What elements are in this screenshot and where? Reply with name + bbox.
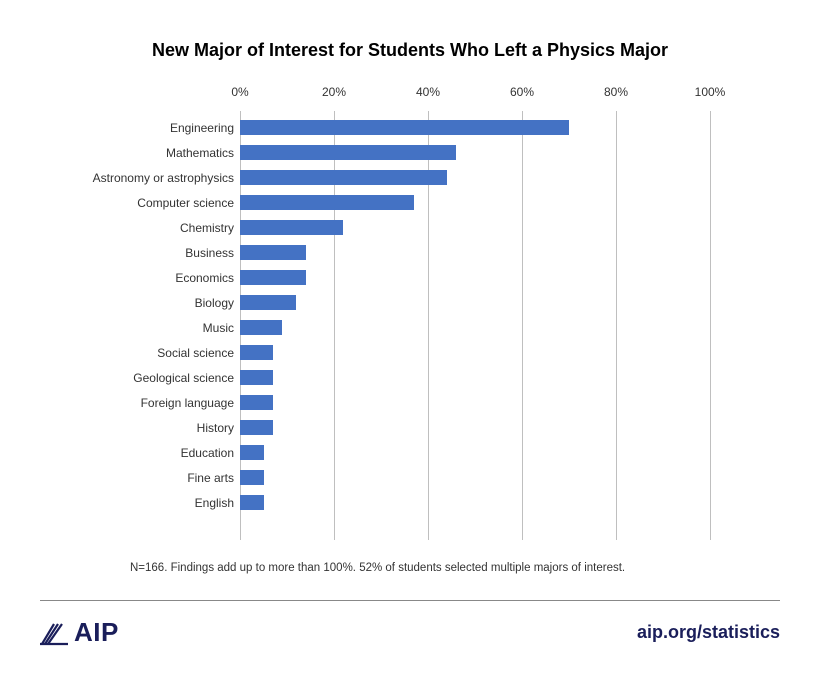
bar-track <box>240 290 710 315</box>
bars-region: Engineering Mathematics Astronomy or astro… <box>50 111 710 540</box>
bar-track <box>240 465 710 490</box>
bar-track <box>240 215 710 240</box>
bar-label: Mathematics <box>50 146 240 160</box>
bar-label: Chemistry <box>50 221 240 235</box>
bar-row: Music <box>50 315 710 340</box>
bar <box>240 220 343 235</box>
chart-area: 0% 20% 40% 60% 80% 100% Engineering Mathematic… <box>50 85 770 540</box>
bar-label: Foreign language <box>50 396 240 410</box>
x-tick-label: 20% <box>322 85 346 99</box>
bar-label: Music <box>50 321 240 335</box>
bar-track <box>240 390 710 415</box>
bar-track <box>240 315 710 340</box>
bar-track <box>240 165 710 190</box>
bar <box>240 395 273 410</box>
bar-row: Education <box>50 440 710 465</box>
bar-label: Business <box>50 246 240 260</box>
footer-link[interactable]: aip.org/statistics <box>637 622 780 643</box>
x-tick-label: 80% <box>604 85 628 99</box>
bar-label: Engineering <box>50 121 240 135</box>
bar <box>240 145 456 160</box>
x-tick-label: 60% <box>510 85 534 99</box>
chart-container: New Major of Interest for Students Who L… <box>0 0 820 678</box>
bar-track <box>240 490 710 515</box>
bar <box>240 370 273 385</box>
bar <box>240 120 569 135</box>
bar <box>240 445 264 460</box>
x-tick-label: 40% <box>416 85 440 99</box>
bar <box>240 245 306 260</box>
bar-row: Fine arts <box>50 465 710 490</box>
bar-row: Computer science <box>50 190 710 215</box>
chart-title: New Major of Interest for Students Who L… <box>40 40 780 61</box>
footer: AIP aip.org/statistics <box>40 600 780 648</box>
bar-row: Business <box>50 240 710 265</box>
bar-row: Geological science <box>50 365 710 390</box>
bar-track <box>240 265 710 290</box>
bar <box>240 170 447 185</box>
bar-row: Foreign language <box>50 390 710 415</box>
bar-track <box>240 190 710 215</box>
chart-plot: 0% 20% 40% 60% 80% 100% Engineering Mathematic… <box>50 85 770 540</box>
bar-label: Astronomy or astrophysics <box>50 171 240 185</box>
bar-label: Economics <box>50 271 240 285</box>
bar-label: Education <box>50 446 240 460</box>
bar-row: History <box>50 415 710 440</box>
logo-text: AIP <box>74 617 119 648</box>
bar-row: Social science <box>50 340 710 365</box>
logo: AIP <box>40 617 119 648</box>
bar-label: English <box>50 496 240 510</box>
x-tick-label: 0% <box>231 85 248 99</box>
bar-label: Computer science <box>50 196 240 210</box>
bar-label: Social science <box>50 346 240 360</box>
bar <box>240 345 273 360</box>
bar <box>240 195 414 210</box>
x-axis-labels: 0%20%40%60%80%100% <box>240 85 710 103</box>
bar-row: Biology <box>50 290 710 315</box>
bar-row: Mathematics <box>50 140 710 165</box>
bar-track <box>240 415 710 440</box>
bar <box>240 470 264 485</box>
chart-footnote: N=166. Findings add up to more than 100%… <box>40 562 780 574</box>
logo-icon <box>40 620 68 646</box>
bar-row: Economics <box>50 265 710 290</box>
bar-track <box>240 115 710 140</box>
bar <box>240 295 296 310</box>
bar <box>240 420 273 435</box>
bar-track <box>240 240 710 265</box>
bar-track <box>240 440 710 465</box>
bar <box>240 495 264 510</box>
bar-track <box>240 365 710 390</box>
bar-row: Chemistry <box>50 215 710 240</box>
x-tick-label: 100% <box>695 85 726 99</box>
bar-row: Astronomy or astrophysics <box>50 165 710 190</box>
bar-track <box>240 140 710 165</box>
gridline <box>710 111 711 540</box>
bar-label: Fine arts <box>50 471 240 485</box>
bar-row: English <box>50 490 710 515</box>
bar-label: Biology <box>50 296 240 310</box>
bar-row: Engineering <box>50 115 710 140</box>
bar-track <box>240 340 710 365</box>
bar <box>240 270 306 285</box>
bar-label: History <box>50 421 240 435</box>
bar <box>240 320 282 335</box>
bar-label: Geological science <box>50 371 240 385</box>
